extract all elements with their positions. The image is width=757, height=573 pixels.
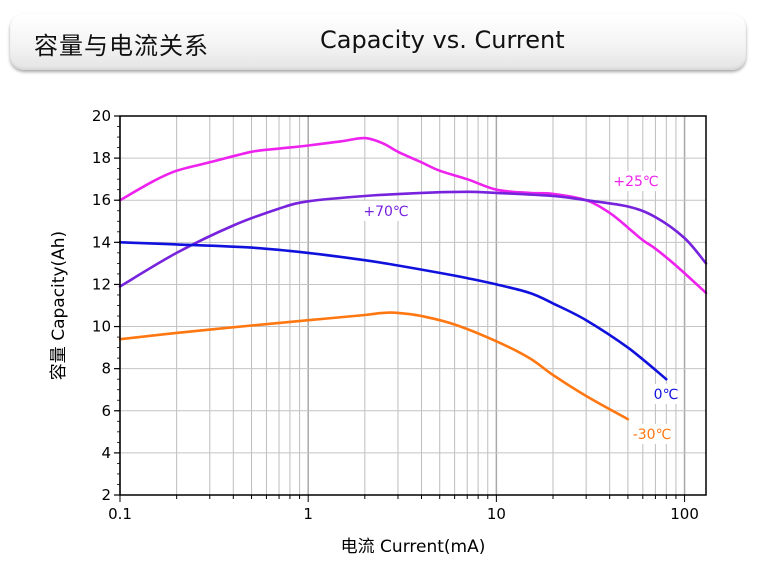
y-tick-label: 14: [92, 233, 111, 251]
series-label: +25℃: [613, 174, 658, 190]
x-tick-label: 0.1: [108, 505, 132, 523]
y-tick-label: 6: [101, 402, 111, 420]
series-line: [118, 190, 708, 288]
x-axis-title: 电流 Current(mA): [341, 537, 486, 557]
series-label-background: [630, 424, 674, 444]
series-label-background: [614, 171, 658, 191]
series-label: 0℃: [654, 387, 679, 403]
title-banner: 容量与电流关系 Capacity vs. Current: [10, 14, 746, 70]
series-label: +70℃: [363, 204, 408, 220]
y-tick-label: 18: [92, 149, 111, 167]
y-tick-label: 16: [92, 191, 111, 209]
x-tick-label: 10: [487, 505, 506, 523]
series-line: [118, 311, 630, 421]
x-tick-label: 1: [303, 505, 313, 523]
series-label-background: [364, 201, 408, 221]
series-label: -30℃: [633, 427, 672, 443]
y-tick-label: 12: [92, 275, 111, 293]
y-tick-label: 4: [101, 444, 111, 462]
y-tick-label: 10: [92, 318, 111, 336]
y-tick-label: 8: [101, 360, 111, 378]
title-chinese: 容量与电流关系: [34, 32, 209, 60]
plot-background: [120, 116, 706, 495]
series-line: [118, 136, 708, 295]
series-lines: [118, 136, 708, 421]
title-english: Capacity vs. Current: [320, 26, 565, 54]
y-axis-title: 容量 Capacity(Ah): [49, 231, 69, 380]
y-tick-label: 2: [101, 486, 111, 504]
series-label-background: [653, 384, 679, 404]
series-line: [118, 241, 668, 381]
axis-ticks: 2 4 6 8 10 12 14 16 18 20 0.1 1 10 100: [92, 107, 699, 523]
x-tick-label: 100: [670, 505, 699, 523]
y-tick-label: 20: [92, 107, 111, 125]
series-labels: +25℃ +70℃ 0℃ -30℃: [363, 171, 679, 444]
